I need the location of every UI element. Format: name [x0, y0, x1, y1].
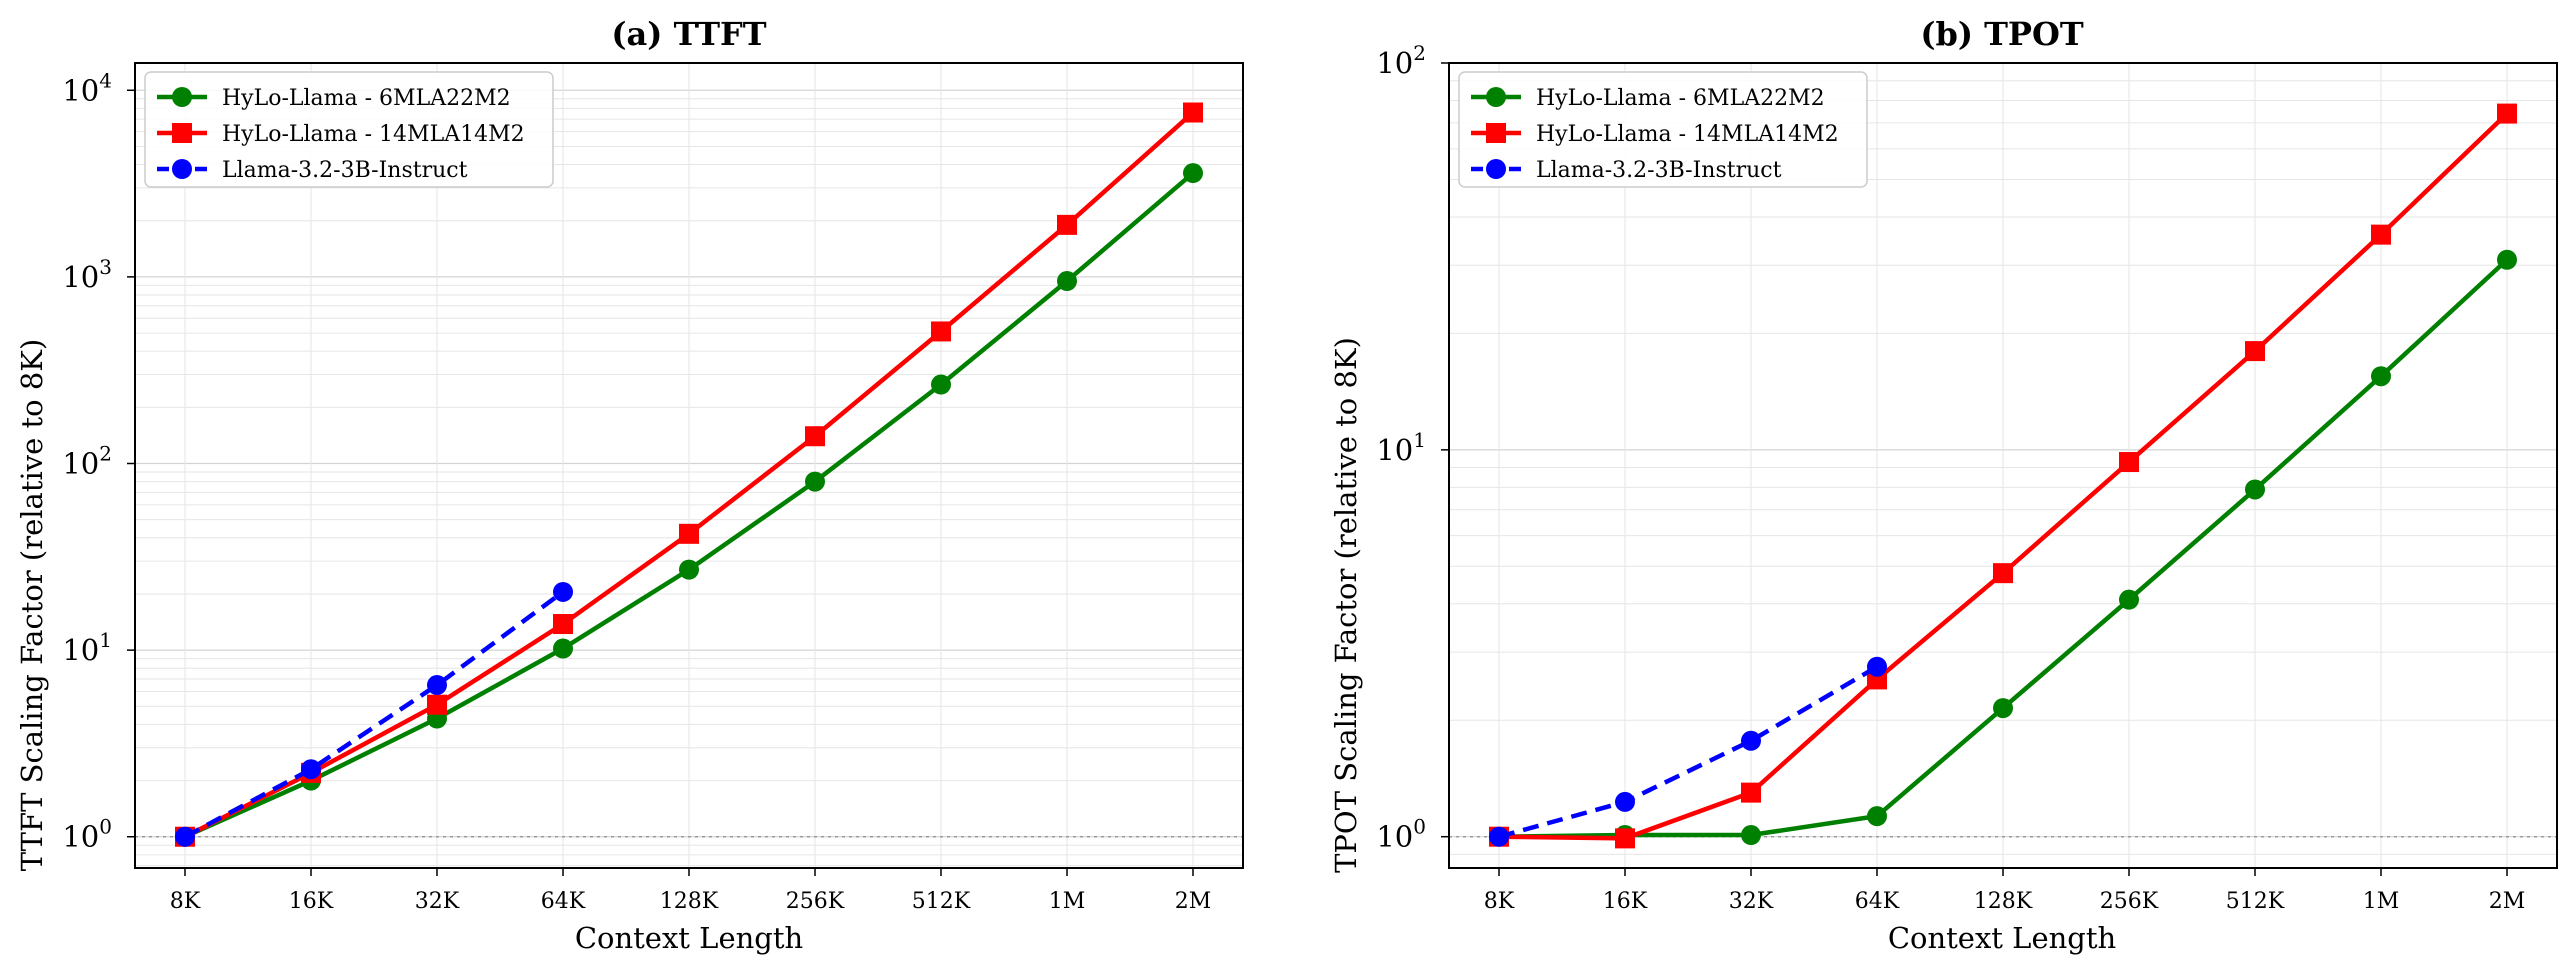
data-point — [1615, 828, 1635, 849]
data-point — [1741, 825, 1761, 846]
legend-marker — [172, 159, 192, 179]
x-tick-label: 8K — [1484, 889, 1515, 914]
chart-panel-tpot: (b) TPOT Context Length TPOT Scaling Fac… — [1329, 15, 2558, 955]
x-tick-label: 8K — [170, 889, 201, 914]
y-tick-label: 100 — [62, 815, 112, 854]
legend-box — [1458, 71, 1868, 188]
series-line — [1498, 664, 1879, 839]
data-point — [1489, 826, 1509, 847]
data-point — [301, 759, 321, 780]
data-point — [2245, 479, 2265, 500]
x-tick-label: 128K — [1974, 889, 2033, 914]
chart-title: (a) TTFT — [611, 15, 766, 53]
data-point — [931, 321, 951, 342]
y-axis-label: TPOT Scaling Factor (relative to 8K) — [1329, 337, 1363, 873]
x-tick-label: 2M — [1175, 889, 1212, 914]
data-point — [175, 826, 195, 847]
series-line — [183, 590, 565, 839]
data-point — [2119, 589, 2139, 610]
data-point — [1993, 698, 2013, 719]
x-tick-label: 32K — [415, 889, 460, 914]
x-tick-label: 2M — [2489, 889, 2526, 914]
x-axis-label: Context Length — [575, 921, 803, 955]
legend-label: Llama-3.2-3B-Instruct — [222, 158, 468, 183]
data-point — [553, 581, 573, 602]
legend-marker — [1486, 87, 1506, 107]
x-tick-label: 64K — [1855, 889, 1900, 914]
data-point — [2497, 249, 2517, 270]
data-point — [679, 523, 699, 544]
data-point — [427, 694, 447, 715]
x-tick-label: 1M — [1049, 889, 1086, 914]
plot-frame — [1448, 62, 2558, 869]
x-tick-label: 16K — [289, 889, 334, 914]
legend: HyLo-Llama - 6MLA22M2 HyLo-Llama - 14MLA1… — [1458, 71, 1868, 188]
data-point — [1867, 656, 1887, 677]
y-tick-label: 103 — [62, 255, 112, 294]
data-point — [1183, 102, 1203, 123]
legend-label: HyLo-Llama - 14MLA14M2 — [222, 122, 525, 147]
legend-marker — [1486, 123, 1506, 143]
chart-title: (b) TPOT — [1920, 15, 2084, 53]
data-point — [2119, 452, 2139, 473]
legend-label: Llama-3.2-3B-Instruct — [1536, 158, 1782, 183]
x-tick-label: 64K — [541, 889, 586, 914]
data-point — [2371, 224, 2391, 245]
data-point — [553, 614, 573, 635]
data-point — [1867, 806, 1887, 827]
data-point — [1183, 163, 1203, 184]
x-tick-label: 512K — [2226, 889, 2285, 914]
data-point — [2497, 103, 2517, 124]
data-point — [1057, 214, 1077, 235]
y-tick-label: 101 — [1376, 428, 1426, 467]
data-point — [553, 638, 573, 659]
y-tick-label: 104 — [62, 68, 112, 107]
y-tick-label: 102 — [1376, 41, 1426, 80]
data-point — [2245, 341, 2265, 362]
chart-panel-ttft: (a) TTFT Context Length TTFT Scaling Fac… — [15, 15, 1244, 955]
y-tick-label: 100 — [1376, 815, 1426, 854]
data-point — [1057, 271, 1077, 292]
legend-marker — [172, 87, 192, 107]
y-axis-label: TTFT Scaling Factor (relative to 8K) — [15, 339, 49, 872]
x-tick-label: 256K — [786, 889, 845, 914]
y-tick-label: 101 — [62, 628, 112, 667]
x-tick-label: 128K — [660, 889, 719, 914]
data-point — [1615, 791, 1635, 812]
legend-box — [144, 71, 554, 188]
legend-marker — [172, 123, 192, 143]
data-point — [2371, 366, 2391, 387]
data-point — [679, 559, 699, 580]
x-tick-label: 32K — [1729, 889, 1774, 914]
legend-marker — [1486, 159, 1506, 179]
x-axis-label: Context Length — [1888, 921, 2116, 955]
data-point — [805, 471, 825, 492]
data-point — [931, 374, 951, 395]
legend-label: HyLo-Llama - 6MLA22M2 — [1536, 86, 1825, 111]
legend-label: HyLo-Llama - 14MLA14M2 — [1536, 122, 1839, 147]
data-point — [427, 675, 447, 696]
legend: HyLo-Llama - 6MLA22M2 HyLo-Llama - 14MLA1… — [144, 71, 554, 188]
x-tick-label: 256K — [2100, 889, 2159, 914]
y-tick-label: 102 — [62, 442, 112, 481]
x-tick-label: 512K — [912, 889, 971, 914]
data-point — [1741, 782, 1761, 803]
data-point — [1993, 563, 2013, 584]
plot-frame — [134, 62, 1244, 869]
legend-label: HyLo-Llama - 6MLA22M2 — [222, 86, 511, 111]
x-tick-label: 1M — [2363, 889, 2400, 914]
data-point — [805, 426, 825, 447]
data-point — [1741, 730, 1761, 751]
x-tick-label: 16K — [1603, 889, 1648, 914]
